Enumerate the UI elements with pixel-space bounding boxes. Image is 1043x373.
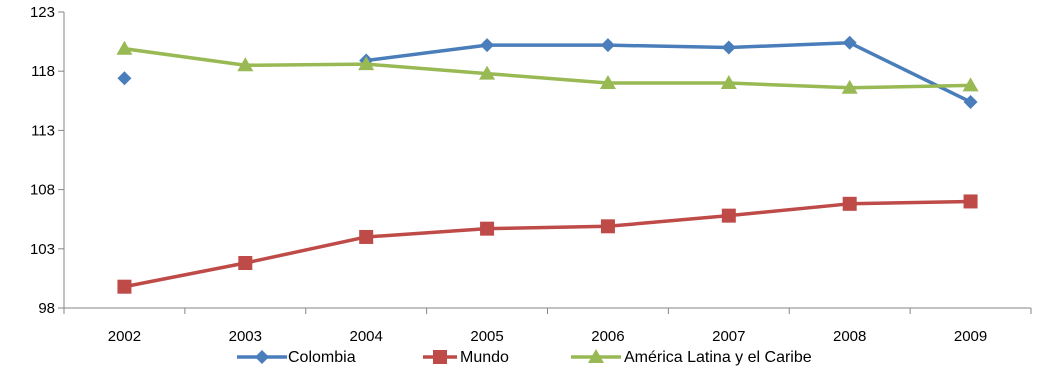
data-point	[117, 279, 132, 294]
legend: Colombia Mundo América Latina y el Caribe	[237, 349, 812, 366]
data-point	[720, 75, 737, 90]
series-colombia	[117, 35, 978, 109]
x-tick-label: 2002	[108, 328, 141, 345]
data-point	[600, 38, 615, 53]
data-point	[237, 57, 254, 72]
data-point	[358, 56, 375, 71]
data-point	[600, 219, 615, 234]
x-tick-label: 2008	[833, 328, 866, 345]
data-point	[963, 194, 978, 209]
legend-item: Colombia	[237, 349, 356, 366]
y-tick-label: 98	[38, 300, 55, 317]
x-axis: 2002 2003 2004 2005 2006 2007 2008 2009	[63, 307, 1032, 345]
y-tick-label: 113	[31, 122, 55, 139]
legend-marker	[588, 349, 604, 363]
data-point	[721, 40, 736, 55]
data-point	[963, 94, 978, 109]
x-tick-label: 2004	[350, 328, 383, 345]
y-tick-label: 118	[31, 63, 55, 80]
y-tick-label: 123	[30, 4, 55, 21]
legend-label: Mundo	[460, 349, 509, 366]
x-tick-label: 2003	[229, 328, 262, 345]
y-tick-label: 108	[30, 182, 55, 199]
data-point	[599, 75, 616, 90]
legend-item: Mundo	[423, 349, 509, 366]
series-layer	[116, 35, 979, 294]
data-point	[842, 196, 857, 211]
legend-item: América Latina y el Caribe	[571, 349, 812, 366]
x-tick-label: 2006	[591, 328, 624, 345]
series-line	[124, 46, 971, 90]
x-tick-label: 2007	[712, 328, 745, 345]
y-tick-label: 103	[30, 241, 55, 258]
legend-marker	[255, 350, 269, 364]
data-point	[238, 256, 253, 271]
data-point	[841, 79, 858, 94]
series-line	[365, 41, 972, 104]
y-axis: 98 103 108 113 118 123	[30, 4, 65, 317]
data-point	[962, 77, 979, 92]
x-tick-label: 2005	[470, 328, 503, 345]
data-point	[721, 208, 736, 223]
legend-label: América Latina y el Caribe	[624, 349, 812, 366]
data-point	[479, 65, 496, 80]
series-line	[124, 199, 971, 289]
data-point	[116, 40, 133, 55]
data-point	[842, 35, 857, 50]
data-point	[359, 229, 374, 244]
data-point	[480, 38, 495, 53]
data-point	[117, 71, 132, 86]
x-tick-label: 2009	[954, 328, 987, 345]
legend-marker	[433, 350, 447, 364]
series-am-rica-latina-y-el-caribe	[116, 40, 979, 94]
data-point	[480, 221, 495, 236]
legend-label: Colombia	[288, 349, 356, 366]
series-mundo	[117, 194, 978, 294]
